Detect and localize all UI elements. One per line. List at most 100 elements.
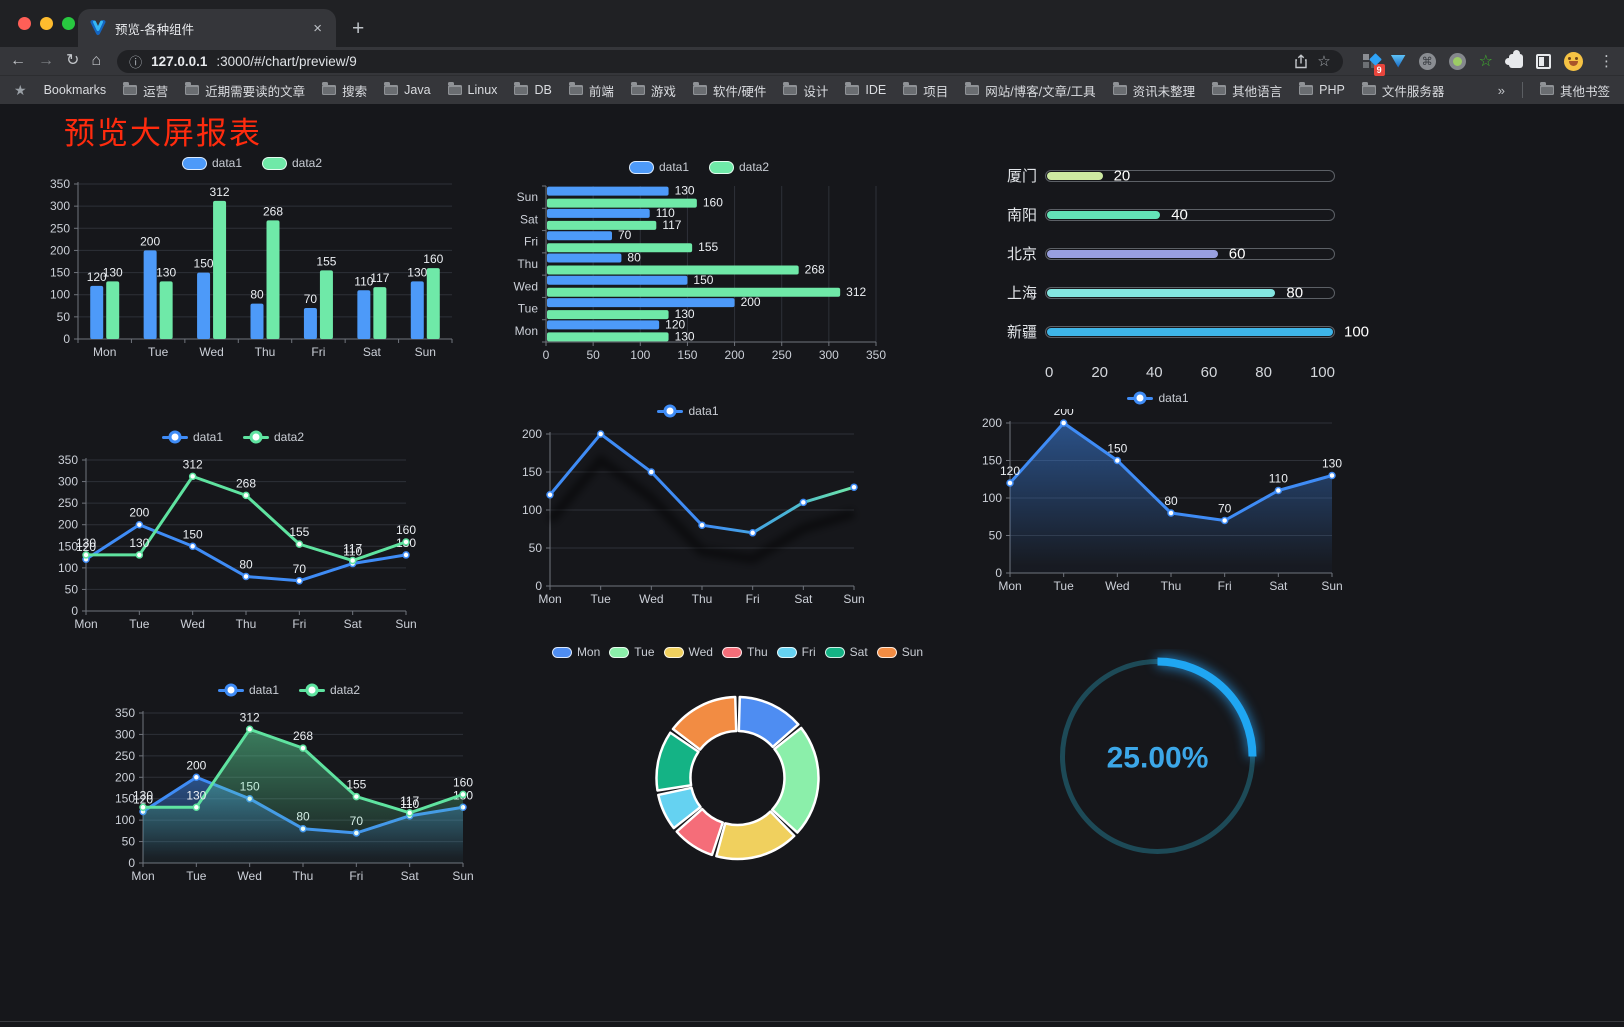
bookmark-folder-item[interactable]: 网站/博客/文章/工具 <box>965 81 1096 100</box>
chart-panel-horizontal-bar: data1 data2 0 50 100 150 200 250 300 350 Sun Sat Fri… <box>508 156 890 370</box>
puzzle-extensions-icon[interactable] <box>1505 50 1523 68</box>
donut-slice-mon[interactable] <box>737 695 800 749</box>
legend-item[interactable]: Mon <box>551 645 600 659</box>
donut-slice-sat[interactable] <box>655 731 700 792</box>
donut-slice-sun[interactable] <box>671 695 738 751</box>
chart-text: 250 <box>772 348 792 362</box>
reload-icon[interactable]: ↻ <box>66 52 80 69</box>
chart-text: 155 <box>289 525 309 539</box>
pinned-extension-icon[interactable]: 9 <box>1362 53 1385 76</box>
forward-icon[interactable]: → <box>38 52 54 69</box>
back-icon[interactable]: ← <box>10 52 26 69</box>
donut-slice-tue[interactable] <box>770 726 820 834</box>
legend-item[interactable]: data1 <box>217 683 279 697</box>
bookmark-label: PHP <box>1319 83 1345 97</box>
chart-text: Tue <box>1054 579 1075 593</box>
profile-avatar-icon[interactable] <box>1564 51 1583 71</box>
chart-canvas[interactable]: 0 50 100 150 200 250 300 350 Mon Tue Wed Thu Fri Sat S… <box>42 174 462 366</box>
chart-canvas[interactable]: 0 50 100 150 200 Mon Tue Wed Thu Fri Sat Sun 120 200 1… <box>972 409 1344 599</box>
bookmark-folder-item[interactable]: 软件/硬件 <box>692 81 766 100</box>
chart-canvas[interactable]: 0 50 100 150 200 250 300 350 Mon Tue Wed Thu Fri Sat S… <box>105 701 473 893</box>
bookmark-folder-item[interactable]: 项目 <box>903 81 948 100</box>
legend-item[interactable]: data1 <box>1127 391 1189 405</box>
chart-canvas[interactable] <box>540 665 935 965</box>
bookmark-folder-item[interactable]: Java <box>384 82 431 97</box>
legend-item[interactable]: Sun <box>876 645 923 659</box>
site-info-icon[interactable]: ⓘ <box>129 54 143 70</box>
chart-text: 117 <box>400 794 419 808</box>
legend-item[interactable]: data1 <box>657 404 719 418</box>
bookmark-folder-item[interactable]: PHP <box>1299 82 1345 97</box>
share-icon[interactable] <box>1294 53 1308 69</box>
chart-legend: data1 data2 <box>42 152 462 174</box>
chart-canvas[interactable]: 0 50 100 150 200 250 300 350 Mon Tue Wed Thu Fri Sat S… <box>48 448 418 641</box>
command-circle-icon[interactable] <box>1418 52 1436 70</box>
legend-item[interactable]: Tue <box>609 645 655 659</box>
legend-item[interactable]: Sat <box>824 645 868 659</box>
url-bar[interactable]: ⓘ 127.0.0.1 :3000/#/chart/preview/9 ☆ <box>117 49 1343 73</box>
bookmark-folder-item[interactable]: 近期需要读的文章 <box>185 81 305 100</box>
chart-canvas[interactable]: 0 50 100 150 200 250 300 350 Sun Sat Fri Thu Wed Tue M… <box>508 178 890 370</box>
legend-item[interactable]: data1 <box>628 160 689 174</box>
donut-slice-wed[interactable] <box>715 810 796 861</box>
tab-close-icon[interactable]: × <box>313 19 322 37</box>
bookmark-folder-item[interactable]: DB <box>514 82 552 97</box>
bookmark-folder-item[interactable]: 设计 <box>783 81 828 100</box>
vue-devtools-icon[interactable] <box>1390 54 1406 68</box>
chart-canvas[interactable]: 0 50 100 150 200 Mon Tue Wed Thu Fri Sat Sun <box>512 422 864 612</box>
chart-text: 150 <box>58 539 78 553</box>
chart-text: Tue <box>186 869 207 883</box>
chart-text: Mon <box>93 345 116 359</box>
legend-item[interactable]: Wed <box>663 645 713 659</box>
legend-item[interactable]: data2 <box>709 160 769 174</box>
bookmark-star-icon[interactable]: ☆ <box>1317 53 1331 70</box>
bookmark-folder-item[interactable]: 资讯未整理 <box>1112 81 1195 100</box>
bookmark-folder-item[interactable]: 文件服务器 <box>1361 81 1444 100</box>
menu-kebab-icon[interactable]: ⋮ <box>1599 53 1614 70</box>
legend-item[interactable]: Thu <box>721 645 768 659</box>
folder-icon <box>1212 82 1227 95</box>
chart-panel-line-two-series: data1 data2 0 50 100 150 200 250 300 350 Mon Tue Wed… <box>48 426 418 641</box>
legend-item[interactable]: data2 <box>299 683 360 697</box>
chart-text: 130 <box>675 329 695 343</box>
other-bookmarks-folder[interactable]: 其他书签 <box>1539 81 1610 100</box>
chart-text: Fri <box>349 869 363 883</box>
bookmark-folder-item[interactable]: 前端 <box>568 81 614 100</box>
chart-text: 200 <box>129 506 149 520</box>
minimize-window-button[interactable] <box>40 17 53 30</box>
bookmark-folder-item[interactable]: 搜索 <box>322 81 367 100</box>
new-tab-button[interactable]: + <box>352 17 365 40</box>
donut-slice-thu[interactable] <box>675 807 724 857</box>
chart-canvas[interactable]: 25.00% <box>1050 649 1265 864</box>
bookmark-folder-item[interactable]: 运营 <box>123 81 168 100</box>
bookmark-folder-item[interactable]: Linux <box>447 82 497 97</box>
green-star-icon[interactable] <box>1479 51 1493 71</box>
bookmarks-star-icon[interactable]: ★ <box>14 81 27 98</box>
bookmark-folder-item[interactable]: 游戏 <box>630 81 676 100</box>
recorder-circle-icon[interactable] <box>1448 52 1466 70</box>
close-window-button[interactable] <box>18 17 31 30</box>
bookmark-folder-item[interactable]: IDE <box>845 82 886 97</box>
chart-text: 50 <box>57 310 71 324</box>
progress-label: 厦门 <box>1006 168 1037 185</box>
legend-item[interactable]: Fri <box>776 645 816 659</box>
chart-text: Mon <box>538 592 561 606</box>
zoom-window-button[interactable] <box>62 17 75 30</box>
donut-slice-fri[interactable] <box>657 786 702 830</box>
legend-item[interactable]: data1 <box>181 156 242 170</box>
chart-text: Tue <box>518 302 539 316</box>
bookmark-label: Java <box>404 83 431 97</box>
legend-item[interactable]: data2 <box>262 156 322 170</box>
split-view-icon[interactable] <box>1536 53 1551 69</box>
legend-item[interactable]: data2 <box>243 430 304 444</box>
chart-text: Sun <box>1321 579 1342 593</box>
chart-text: Thu <box>1161 579 1182 593</box>
home-icon[interactable]: ⌂ <box>91 52 102 69</box>
legend-item[interactable]: data1 <box>161 430 223 444</box>
chart-text: 80 <box>627 251 641 265</box>
bookmark-folder-item[interactable]: 其他语言 <box>1212 81 1282 100</box>
browser-tab[interactable]: 预览-各种组件 × <box>78 9 336 47</box>
chart-text: Mon <box>131 869 154 883</box>
bookmarks-label[interactable]: Bookmarks <box>43 83 107 97</box>
bookmarks-overflow-chevron[interactable]: » <box>1497 82 1505 98</box>
